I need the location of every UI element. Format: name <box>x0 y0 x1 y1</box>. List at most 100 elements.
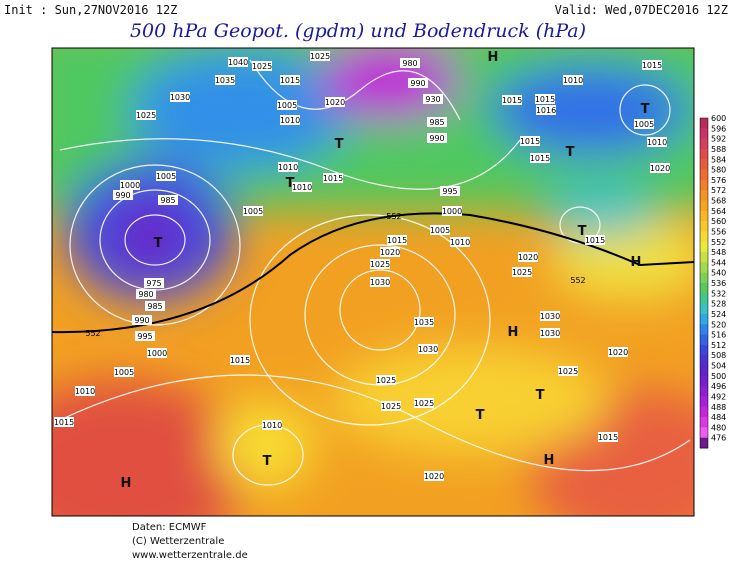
height-label: 552 <box>85 329 100 338</box>
pressure-center: H <box>631 255 642 270</box>
label-box <box>540 311 560 321</box>
isobar-label: 995 <box>442 187 457 196</box>
legend-swatch <box>700 406 708 418</box>
isobar-label: 990 <box>115 191 130 200</box>
pressure-center: T <box>566 145 575 160</box>
label-box <box>423 94 443 104</box>
label-box <box>278 162 298 172</box>
label-box <box>136 289 156 299</box>
legend-label: 492 <box>711 392 726 401</box>
label-box <box>132 315 152 325</box>
label-box <box>292 182 312 192</box>
isobar-label: 985 <box>160 196 175 205</box>
legend-label: 592 <box>711 135 726 144</box>
label-box <box>642 60 662 70</box>
legend-swatch <box>700 148 708 160</box>
isobar-label: 1010 <box>262 421 282 430</box>
isobar-label: 1025 <box>414 399 434 408</box>
legend-label: 576 <box>711 176 726 185</box>
label-box <box>536 105 556 115</box>
label-box <box>381 401 401 411</box>
label-box <box>120 180 140 190</box>
pressure-center: T <box>154 236 163 251</box>
isobar-label: 1010 <box>450 238 470 247</box>
label-box <box>158 195 178 205</box>
label-box <box>442 206 462 216</box>
legend-label: 572 <box>711 186 726 195</box>
label-box <box>414 317 434 327</box>
legend-swatch <box>700 179 708 191</box>
legend-swatch <box>700 231 708 243</box>
label-box <box>430 225 450 235</box>
legend-swatch <box>700 200 708 212</box>
isobar-label: 1015 <box>54 418 74 427</box>
legend-label: 536 <box>711 279 726 288</box>
label-box <box>323 173 343 183</box>
isobar-label: 1005 <box>634 120 654 129</box>
isobar-label: 1010 <box>647 138 667 147</box>
label-box <box>280 115 300 125</box>
isobar-label: 1025 <box>376 376 396 385</box>
label-box <box>252 61 272 71</box>
isobar-label: 1020 <box>325 98 345 107</box>
isobar-label: 1035 <box>215 76 235 85</box>
label-box <box>450 237 470 247</box>
isobar-label: 975 <box>146 279 161 288</box>
isobar-label: 1010 <box>563 76 583 85</box>
legend-swatch <box>700 221 708 232</box>
pressure-center: T <box>641 102 650 117</box>
isobar-label: 1025 <box>252 62 272 71</box>
isobar-label: 995 <box>137 332 152 341</box>
legend-frame <box>699 117 709 449</box>
label-box <box>440 186 460 196</box>
label-box <box>113 190 133 200</box>
legend-label: 480 <box>711 423 726 432</box>
label-box <box>387 235 407 245</box>
isobar-label: 1020 <box>424 472 444 481</box>
isobar-label: 1000 <box>120 181 140 190</box>
pressure-center: H <box>544 453 555 468</box>
label-box <box>400 58 420 68</box>
label-box <box>585 235 605 245</box>
label-box <box>310 51 330 61</box>
legend-label: 564 <box>711 207 726 216</box>
legend-swatch <box>700 190 708 201</box>
legend-swatch <box>700 252 708 263</box>
label-box <box>170 92 190 102</box>
isobar-label: 1005 <box>156 172 176 181</box>
label-box <box>376 375 396 385</box>
pressure-center: T <box>263 454 272 469</box>
label-box <box>243 206 263 216</box>
isobar-label: 1025 <box>310 52 330 61</box>
label-box <box>608 347 628 357</box>
label-box <box>228 57 248 67</box>
legend-label: 596 <box>711 124 726 133</box>
label-box <box>512 267 532 277</box>
label-box <box>156 171 176 181</box>
label-box <box>408 78 428 88</box>
label-box <box>418 344 438 354</box>
legend-label: 580 <box>711 166 726 175</box>
isobar-label: 1015 <box>530 154 550 163</box>
label-box <box>650 163 670 173</box>
legend-label: 504 <box>711 362 726 371</box>
legend-swatch <box>700 355 708 366</box>
height-label: 552 <box>570 276 585 285</box>
isobar-label: 990 <box>429 134 444 143</box>
copyright: (C) Wetterzentrale <box>132 536 224 547</box>
isobar-label: 1010 <box>280 116 300 125</box>
isobar-label: 985 <box>147 302 162 311</box>
legend-label: 544 <box>711 258 726 267</box>
pressure-center: T <box>286 176 295 191</box>
legend-swatch <box>700 303 708 315</box>
isobar-label: 1000 <box>442 207 462 216</box>
isobar-label: 1005 <box>430 226 450 235</box>
isobar-label: 1025 <box>558 367 578 376</box>
legend-swatch <box>700 375 708 387</box>
isobar-label: 1020 <box>380 248 400 257</box>
label-box <box>230 355 250 365</box>
legend-label: 488 <box>711 403 726 412</box>
isobar-label: 1010 <box>292 183 312 192</box>
label-box <box>145 301 165 311</box>
